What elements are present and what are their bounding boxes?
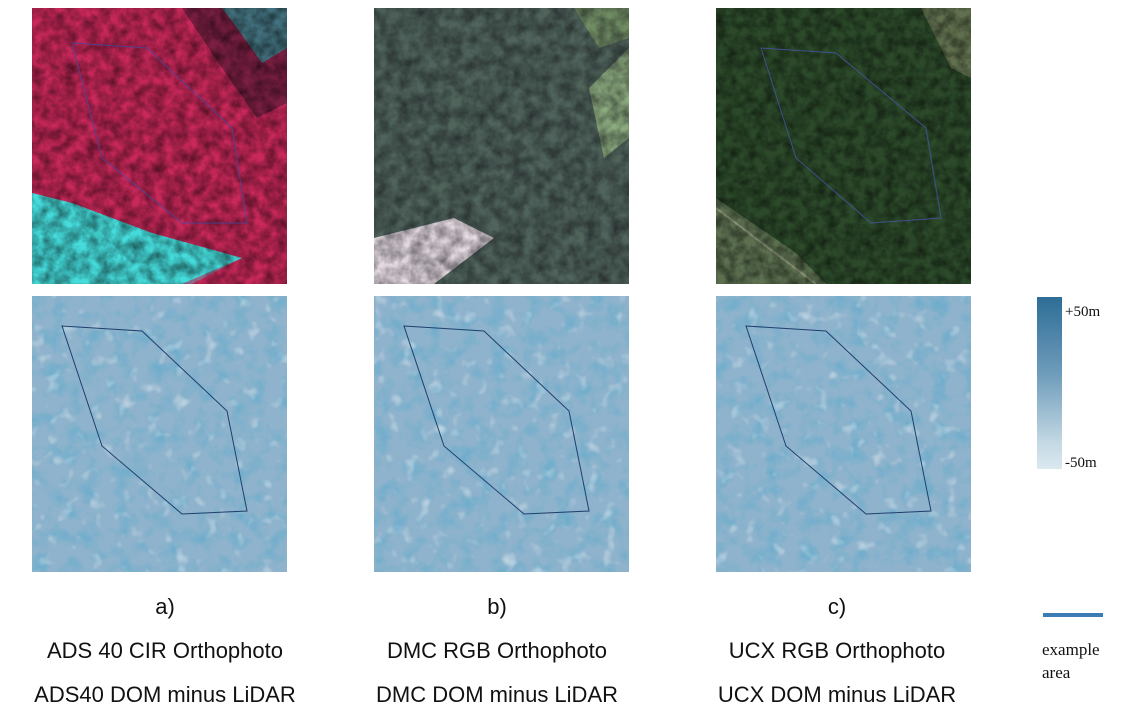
height-difference-colorbar <box>1037 297 1062 469</box>
dmc-rgb-orthophoto-image <box>374 8 629 284</box>
panel-letter-a: a) <box>155 594 175 619</box>
example-area-legend-line <box>1043 613 1103 617</box>
ads40-cir-orthophoto-image <box>32 8 287 284</box>
panel-a-top-caption: ADS 40 CIR Orthophoto <box>46 638 283 663</box>
panel-letter-b: b) <box>487 594 507 619</box>
ads40-dom-minus-lidar-image <box>32 296 287 572</box>
ucx-rgb-orthophoto-image <box>716 8 971 284</box>
panel-c-bottom-caption: UCX DOM minus LiDAR <box>717 682 957 707</box>
panel-a-bottom-caption: ADS40 DOM minus LiDAR <box>34 682 296 707</box>
panel-b-bottom-caption: DMC DOM minus LiDAR <box>375 682 619 707</box>
colorbar-max-label: +50m <box>1065 304 1101 320</box>
dmc-dom-minus-lidar-image <box>374 296 629 572</box>
colorbar-min-label: -50m <box>1065 455 1097 471</box>
ucx-dom-minus-lidar-image <box>716 296 971 572</box>
example-area-legend-label: example area <box>1042 640 1100 682</box>
panel-b-top-caption: DMC RGB Orthophoto <box>386 638 608 663</box>
panel-letter-c: c) <box>827 594 847 619</box>
panel-c-top-caption: UCX RGB Orthophoto <box>728 638 946 663</box>
